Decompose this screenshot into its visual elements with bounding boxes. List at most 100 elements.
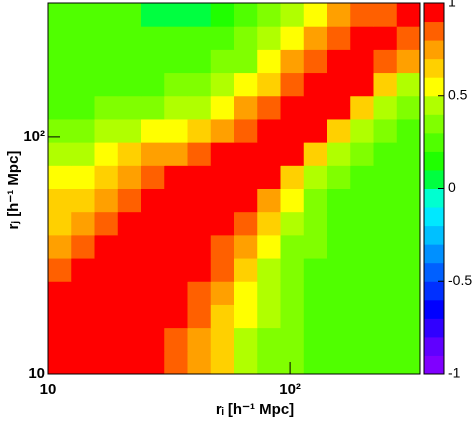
heatmap-cell <box>327 281 351 305</box>
heatmap-cell <box>350 118 374 143</box>
heatmap-cell <box>257 350 281 375</box>
heatmap-cell <box>280 350 305 375</box>
heatmap-cell <box>373 350 398 375</box>
heatmap-cell <box>210 234 235 259</box>
heatmap-cell <box>141 72 165 97</box>
heatmap-cell <box>71 165 95 189</box>
colorbar-band <box>424 151 444 171</box>
heatmap-cell <box>280 281 305 305</box>
heatmap-cell <box>234 281 258 305</box>
heatmap-cell <box>303 95 328 120</box>
heatmap-cell <box>187 26 212 50</box>
heatmap-cell <box>71 118 95 143</box>
heatmap-cell <box>280 49 305 74</box>
heatmap-cell <box>327 304 351 329</box>
heatmap-cell <box>396 118 421 143</box>
heatmap-cell <box>350 211 374 236</box>
heatmap-cell <box>71 234 95 259</box>
heatmap-cell <box>373 49 398 74</box>
heatmap-cell <box>350 49 374 74</box>
heatmap-cell <box>373 304 398 329</box>
heatmap-cell <box>48 188 72 213</box>
heatmap-cell <box>117 234 142 259</box>
heatmap-cell <box>257 258 281 282</box>
heatmap-cell <box>71 188 95 213</box>
heatmap-cell <box>117 350 142 375</box>
heatmap-cell <box>48 327 72 352</box>
heatmap-cell <box>327 258 351 282</box>
heatmap-cell <box>187 118 212 143</box>
heatmap-cell <box>210 165 235 189</box>
colorbar-band <box>424 40 444 60</box>
colorbar-band <box>424 169 444 189</box>
heatmap-cell <box>327 26 351 50</box>
heatmap-cell <box>164 118 188 143</box>
heatmap-cell <box>257 26 281 50</box>
heatmap-cell <box>71 258 95 282</box>
heatmap-cell <box>327 188 351 213</box>
heatmap-cell <box>210 26 235 50</box>
heatmap-cell <box>234 304 258 329</box>
heatmap-cell <box>280 211 305 236</box>
heatmap-cell <box>373 26 398 50</box>
heatmap-cell <box>141 281 165 305</box>
heatmap-cell <box>141 118 165 143</box>
heatmap-cell <box>117 188 142 213</box>
heatmap-cell <box>234 165 258 189</box>
heatmap-cell <box>373 211 398 236</box>
heatmap-cell <box>210 95 235 120</box>
heatmap-cell <box>187 142 212 166</box>
heatmap-cell <box>373 3 398 27</box>
colorbar-band <box>424 299 444 319</box>
heatmap-cell <box>71 26 95 50</box>
heatmap-cell <box>210 72 235 97</box>
heatmap-cell <box>350 281 374 305</box>
heatmap-cell <box>373 142 398 166</box>
heatmap-cell <box>350 350 374 375</box>
heatmap-cell <box>396 165 421 189</box>
heatmap-cell <box>327 165 351 189</box>
heatmap-cell <box>396 95 421 120</box>
heatmap-cell <box>117 142 142 166</box>
heatmap-cell <box>257 188 281 213</box>
heatmap-cell <box>141 350 165 375</box>
heatmap-cell <box>303 188 328 213</box>
heatmap-cell <box>373 258 398 282</box>
heatmap-cell <box>396 3 421 27</box>
heatmap-cell <box>141 234 165 259</box>
heatmap-cell <box>94 49 119 74</box>
colorbar-band <box>424 355 444 375</box>
heatmap-cell <box>164 142 188 166</box>
heatmap-cell <box>396 281 421 305</box>
heatmap-cell <box>396 350 421 375</box>
heatmap-cell <box>48 234 72 259</box>
heatmap-cell <box>396 72 421 97</box>
heatmap-cell <box>257 72 281 97</box>
heatmap-cell <box>210 142 235 166</box>
heatmap-cell <box>350 26 374 50</box>
heatmap-cell <box>303 281 328 305</box>
heatmap-cell <box>350 165 374 189</box>
heatmap-cell <box>187 350 212 375</box>
heatmap-cell <box>117 165 142 189</box>
heatmap-cell <box>303 350 328 375</box>
colorbar-band <box>424 318 444 338</box>
heatmap-cell <box>327 142 351 166</box>
heatmap-cell <box>117 281 142 305</box>
heatmap-cell <box>234 3 258 27</box>
heatmap-cell <box>234 350 258 375</box>
heatmap-cell <box>94 118 119 143</box>
heatmap-cell <box>141 258 165 282</box>
heatmap-cell <box>141 211 165 236</box>
heatmap-cell <box>303 26 328 50</box>
heatmap-cell <box>303 49 328 74</box>
heatmap-cell <box>303 118 328 143</box>
heatmap-cell <box>164 234 188 259</box>
heatmap-cell <box>234 118 258 143</box>
y-axis-label: rⱼ [h⁻¹ Mpc] <box>5 151 22 230</box>
heatmap-cell <box>350 304 374 329</box>
heatmap-cell <box>327 3 351 27</box>
heatmap-cell <box>234 49 258 74</box>
heatmap-cell <box>234 258 258 282</box>
heatmap-cell <box>187 327 212 352</box>
